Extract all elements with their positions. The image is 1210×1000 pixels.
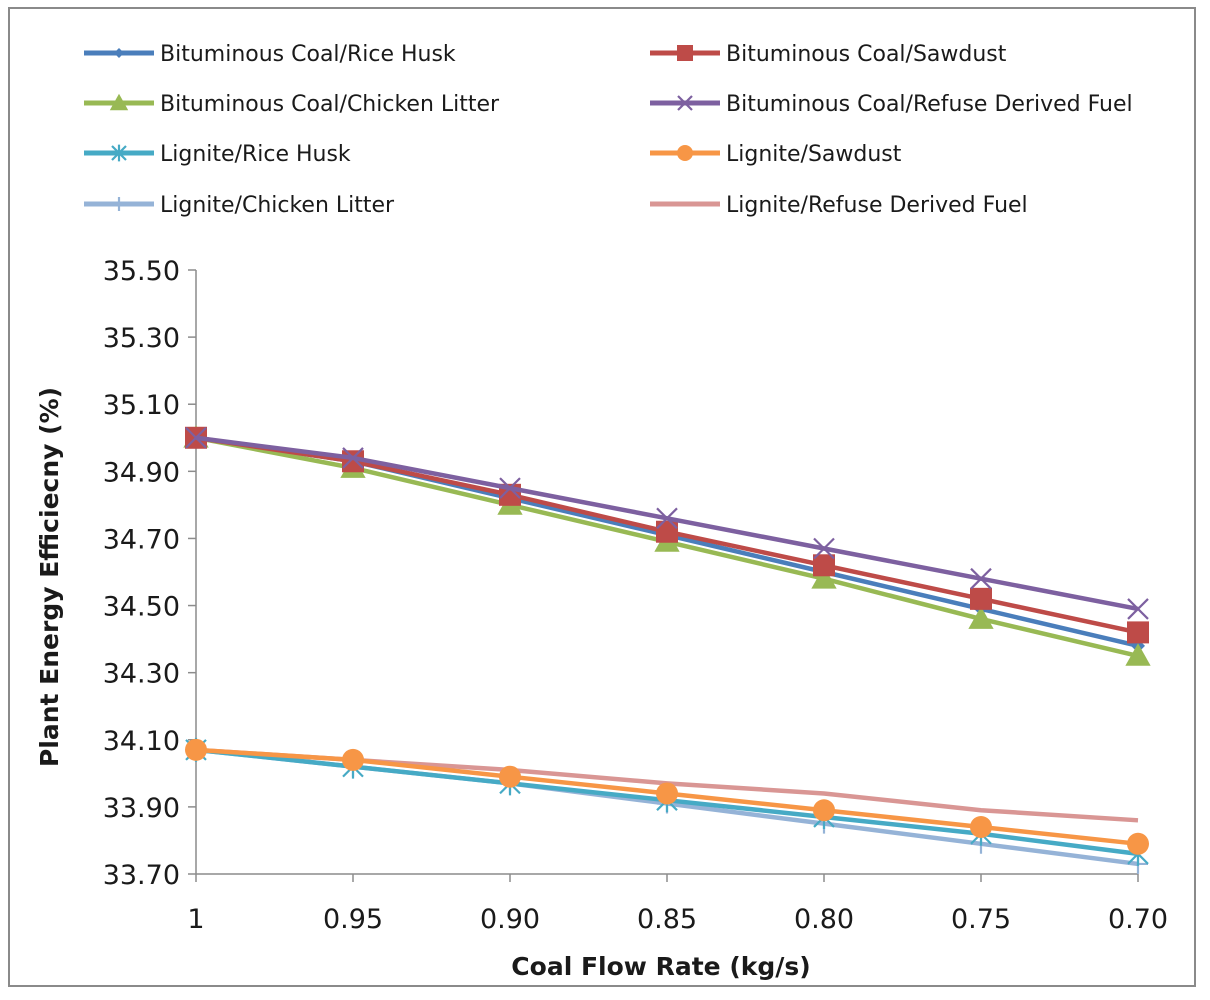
- y-tick-label: 34.90: [103, 457, 180, 488]
- legend-entry: Bituminous Coal/Rice Husk: [84, 42, 456, 67]
- data-point: [970, 567, 992, 590]
- x-tick-label: 0.80: [794, 904, 854, 935]
- y-tick-label: 34.50: [103, 592, 180, 623]
- data-point: [185, 427, 207, 449]
- legend-entry: Lignite/Rice Husk: [84, 142, 351, 167]
- data-point: [342, 748, 364, 771]
- y-tick-label: 35.30: [103, 323, 180, 354]
- data-point: [813, 537, 835, 560]
- y-axis-title: Plant Energy Efficiecny (%): [35, 387, 64, 767]
- data-point: [811, 566, 837, 589]
- x-tick-label: 0.85: [637, 904, 697, 935]
- data-point: [342, 447, 364, 469]
- legend-swatch-marker: [114, 48, 124, 58]
- data-point: [656, 782, 678, 805]
- legend-swatch-marker: [677, 145, 693, 161]
- legend-entry: Lignite/Sawdust: [650, 142, 902, 167]
- data-point: [1127, 832, 1149, 855]
- data-point: [813, 554, 835, 577]
- legend-label: Lignite/Chicken Litter: [160, 193, 395, 218]
- legend-label: Lignite/Sawdust: [726, 142, 902, 167]
- x-tick-label: 1: [187, 904, 204, 935]
- legend-entry: Bituminous Coal/Chicken Litter: [84, 92, 500, 117]
- x-axis-title: Coal Flow Rate (kg/s): [511, 952, 810, 981]
- series-bituminous-coal-refuse-derived-fuel: [185, 427, 1149, 620]
- x-tick-label: 0.70: [1108, 904, 1168, 935]
- data-point: [968, 606, 994, 629]
- legend-entry: Lignite/Chicken Litter: [84, 193, 395, 218]
- data-point: [656, 520, 678, 543]
- legend-swatch-marker: [109, 93, 129, 111]
- y-tick-label: 34.10: [103, 726, 180, 757]
- series-bituminous-coal-sawdust: [185, 426, 1149, 644]
- legend-swatch-marker: [677, 45, 693, 61]
- y-tick-label: 33.90: [103, 793, 180, 824]
- legend: Bituminous Coal/Rice Husk Bituminous Coal…: [84, 42, 1133, 218]
- series-lignite-sawdust: [185, 738, 1149, 855]
- legend-label: Lignite/Rice Husk: [160, 142, 351, 167]
- data-point: [656, 507, 678, 530]
- axes: 33.70 33.90 34.10 34.30 34.50 34.70 34.90 35.10…: [103, 256, 1168, 935]
- legend-label: Bituminous Coal/Chicken Litter: [160, 92, 500, 117]
- data-point: [1127, 598, 1149, 620]
- data-point: [185, 738, 207, 761]
- y-tick-label: 35.50: [103, 256, 180, 287]
- chart-frame: [8, 7, 1196, 987]
- legend-label: Bituminous Coal/Rice Husk: [160, 42, 456, 67]
- data-point: [1125, 643, 1151, 666]
- series-layer: [183, 425, 1151, 874]
- legend-label: Lignite/Refuse Derived Fuel: [726, 193, 1028, 218]
- y-tick-label: 33.70: [103, 860, 180, 891]
- legend-swatch-marker: [112, 197, 126, 211]
- legend-swatch-marker: [111, 144, 127, 162]
- data-point: [813, 799, 835, 822]
- legend-swatch-marker: [677, 95, 693, 111]
- series-bituminous-coal-chicken-litter: [183, 425, 1151, 666]
- x-tick-label: 0.90: [480, 904, 540, 935]
- y-tick-label: 34.30: [103, 659, 180, 690]
- x-tick-label: 0.75: [951, 904, 1011, 935]
- legend-entry: Lignite/Refuse Derived Fuel: [650, 193, 1028, 218]
- y-tick-label: 34.70: [103, 524, 180, 555]
- data-point: [970, 587, 992, 610]
- data-point: [970, 816, 992, 839]
- x-tick-label: 0.95: [323, 904, 383, 935]
- legend-label: Bituminous Coal/Sawdust: [726, 42, 1007, 67]
- data-point: [499, 477, 521, 499]
- data-point: [499, 765, 521, 788]
- legend-entry: Bituminous Coal/Refuse Derived Fuel: [650, 92, 1133, 117]
- data-point: [1127, 621, 1149, 644]
- legend-entry: Bituminous Coal/Sawdust: [650, 42, 1007, 67]
- y-tick-label: 35.10: [103, 390, 180, 421]
- legend-label: Bituminous Coal/Refuse Derived Fuel: [726, 92, 1133, 117]
